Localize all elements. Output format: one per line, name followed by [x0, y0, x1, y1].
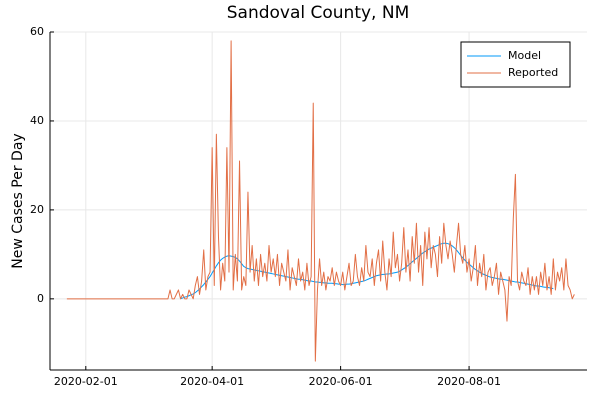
- y-tick-label: 40: [30, 114, 44, 127]
- legend-label: Reported: [508, 66, 558, 79]
- chart-title: Sandoval County, NM: [227, 3, 410, 23]
- data-line: [66, 40, 575, 362]
- x-tick-label: 2020-02-01: [54, 375, 118, 388]
- legend-label: Model: [508, 49, 541, 62]
- x-tick-label: 2020-06-01: [309, 375, 373, 388]
- legend-box: [460, 41, 571, 88]
- x-tick-label: 2020-08-01: [437, 375, 501, 388]
- y-tick-label: 60: [30, 25, 44, 38]
- y-axis-label: New Cases Per Day: [10, 133, 26, 268]
- y-tick-label: 20: [30, 203, 44, 216]
- x-tick-label: 2020-04-01: [180, 375, 244, 388]
- y-tick-label: 0: [37, 292, 44, 305]
